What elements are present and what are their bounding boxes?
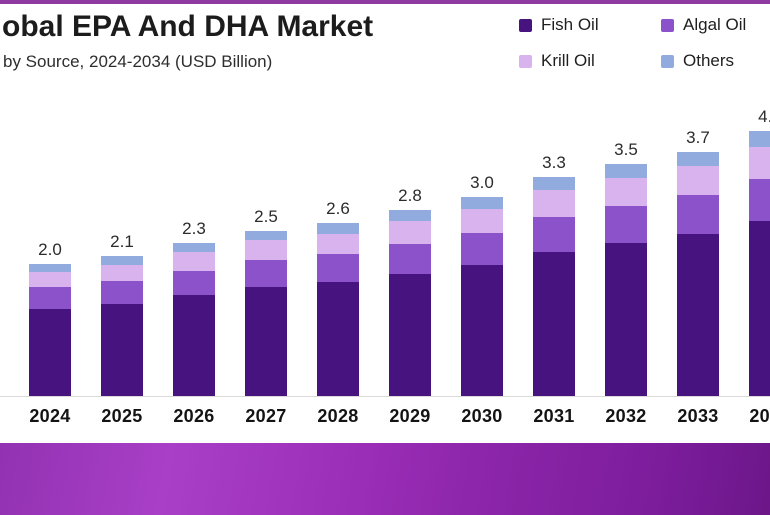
bar-segment-algal-oil-2027 — [245, 260, 287, 287]
bar-segment-algal-oil-2024 — [29, 287, 71, 309]
bar-segment-fish-oil-2026 — [173, 295, 215, 396]
legend-item-algal-oil: Algal Oil — [661, 14, 746, 36]
bar-segment-algal-oil-2033 — [677, 195, 719, 235]
bar-segment-others-2029 — [389, 209, 431, 222]
bar-segment-others-2030 — [461, 197, 503, 210]
year-label-2029: 2029 — [389, 406, 431, 426]
year-label-2024: 2024 — [29, 406, 71, 426]
bar-segment-krill-oil-2032 — [605, 178, 647, 206]
legend-label: Fish Oil — [541, 15, 599, 34]
bar-segment-krill-oil-2033 — [677, 166, 719, 196]
bar-segment-fish-oil-2032 — [605, 243, 647, 396]
bar-segment-krill-oil-2024 — [29, 271, 71, 288]
bar-total-label-2029: 2.8 — [398, 185, 422, 205]
year-label-2034: 2034 — [749, 406, 770, 426]
bar-segment-others-2028 — [317, 223, 359, 234]
bar-total-label-2030: 3.0 — [470, 173, 494, 193]
legend-item-others: Others — [661, 50, 746, 72]
bar-segment-algal-oil-2030 — [461, 233, 503, 265]
year-label-2026: 2026 — [173, 406, 215, 426]
bar-total-label-2033: 3.7 — [686, 127, 710, 147]
year-label-2028: 2028 — [317, 406, 359, 426]
bar-total-label-2025: 2.1 — [110, 232, 134, 252]
year-label-2030: 2030 — [461, 406, 503, 426]
year-label-2031: 2031 — [533, 406, 575, 426]
year-label-2033: 2033 — [677, 406, 719, 426]
bar-segment-krill-oil-2026 — [173, 252, 215, 271]
bar-segment-krill-oil-2027 — [245, 240, 287, 261]
bar-segment-others-2024 — [29, 263, 71, 272]
legend-label: Algal Oil — [683, 15, 747, 34]
bar-segment-algal-oil-2026 — [173, 270, 215, 296]
bar-total-label-2027: 2.5 — [254, 206, 278, 226]
bar-segment-others-2025 — [101, 256, 143, 265]
legend-item-krill-oil: Krill Oil — [519, 50, 661, 72]
x-axis-baseline — [0, 396, 770, 397]
year-label-2025: 2025 — [101, 406, 143, 426]
bar-total-label-2024: 2.0 — [38, 239, 62, 259]
year-label-2027: 2027 — [245, 406, 287, 426]
bottom-banner: Market will Grow he CAGR of: 7.2% The Fo… — [0, 443, 770, 515]
top-accent-bar — [0, 0, 770, 4]
page-title: obal EPA And DHA Market — [2, 10, 374, 43]
year-label-2032: 2032 — [605, 406, 647, 426]
legend-label: Krill Oil — [541, 51, 595, 70]
legend-label: Others — [683, 51, 735, 70]
krill-oil-swatch-icon — [519, 54, 532, 68]
bar-segment-others-2026 — [173, 243, 215, 253]
algal-oil-swatch-icon — [661, 18, 674, 32]
bar-segment-krill-oil-2030 — [461, 209, 503, 234]
bar-segment-fish-oil-2029 — [389, 273, 431, 396]
bar-segment-algal-oil-2034 — [749, 178, 770, 222]
bar-segment-krill-oil-2029 — [389, 221, 431, 244]
bar-segment-others-2027 — [245, 230, 287, 241]
bar-segment-fish-oil-2027 — [245, 286, 287, 396]
bar-segment-algal-oil-2032 — [605, 206, 647, 244]
bar-segment-others-2032 — [605, 164, 647, 179]
bar-total-label-2026: 2.3 — [182, 219, 206, 239]
bar-total-label-2032: 3.5 — [614, 140, 638, 160]
bar-segment-others-2033 — [677, 151, 719, 167]
bar-segment-algal-oil-2025 — [101, 281, 143, 304]
others-swatch-icon — [661, 54, 674, 68]
legend-item-fish-oil: Fish Oil — [519, 14, 661, 36]
bar-total-label-2028: 2.6 — [326, 199, 350, 219]
bar-segment-fish-oil-2033 — [677, 234, 719, 396]
bar-total-label-2031: 3.3 — [542, 152, 566, 172]
bar-segment-fish-oil-2034 — [749, 221, 770, 396]
bar-segment-algal-oil-2029 — [389, 243, 431, 274]
page-subtitle: by Source, 2024-2034 (USD Billion) — [3, 52, 273, 71]
bar-segment-others-2031 — [533, 176, 575, 191]
bar-segment-fish-oil-2025 — [101, 303, 143, 396]
fish-oil-swatch-icon — [519, 18, 532, 32]
bar-segment-krill-oil-2028 — [317, 233, 359, 255]
bar-segment-fish-oil-2031 — [533, 251, 575, 396]
bar-segment-fish-oil-2024 — [29, 308, 71, 396]
bar-segment-krill-oil-2031 — [533, 190, 575, 217]
bar-segment-algal-oil-2028 — [317, 254, 359, 283]
bar-segment-fish-oil-2028 — [317, 282, 359, 396]
bar-segment-krill-oil-2025 — [101, 264, 143, 282]
bar-segment-others-2034 — [749, 131, 770, 148]
bar-total-label-2034: 4.0 — [758, 107, 770, 127]
bar-segment-algal-oil-2031 — [533, 216, 575, 252]
chart-plot: 2.0 2024 2.1 2025 2.3 2026 2.5 2027 2.6 2028 2.8 20… — [0, 107, 770, 426]
bar-segment-fish-oil-2030 — [461, 264, 503, 396]
bar-segment-krill-oil-2034 — [749, 147, 770, 179]
chart-legend: Fish Oil Algal Oil Krill Oil Others — [519, 14, 746, 72]
